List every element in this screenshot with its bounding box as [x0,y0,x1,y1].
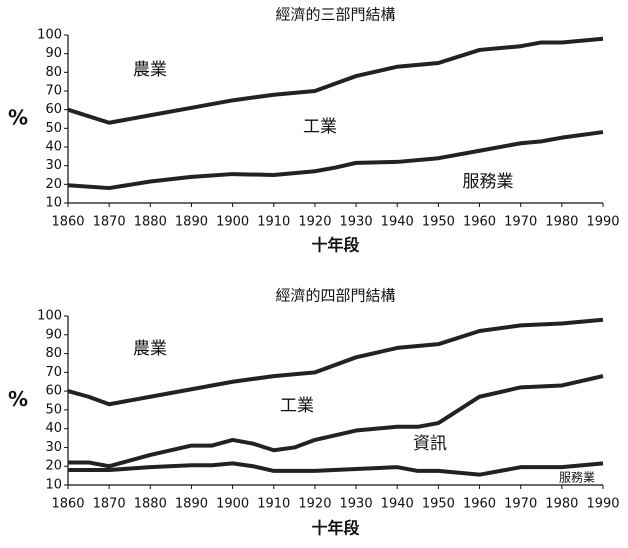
y-tick-label: 20 [45,459,62,474]
y-tick-label: 40 [45,140,62,155]
data-line [67,130,604,191]
y-tick-label: 10 [45,196,62,211]
x-axis-label: 十年段 [311,519,360,538]
x-tick-label: 1960 [463,497,496,512]
y-tick-label: 70 [45,365,62,380]
y-axis-label: % [8,387,28,411]
y-tick-label: 30 [45,158,62,173]
y-tick-label: 40 [45,421,62,436]
y-tick-label: 50 [45,402,62,417]
x-tick-label: 1920 [298,497,331,512]
x-tick-label: 1880 [134,497,167,512]
sector-label: 工業 [303,117,337,137]
x-tick-label: 1880 [134,215,167,230]
x-tick-label: 1980 [545,215,578,230]
x-axis-label: 十年段 [311,236,360,255]
x-tick-label: 1950 [422,215,455,230]
x-tick-label: 1990 [586,497,619,512]
y-tick-label: 80 [45,65,62,80]
x-tick-label: 1890 [175,215,208,230]
sector-label: 資訊 [413,434,447,454]
x-tick-label: 1900 [216,497,249,512]
x-tick-label: 1900 [216,215,249,230]
data-line [67,317,604,407]
x-tick-label: 1950 [422,497,455,512]
y-tick-label: 100 [37,28,62,43]
x-tick-label: 1930 [340,497,373,512]
chart-title: 經濟的三部門結構 [275,6,395,24]
y-tick-label: 60 [45,384,62,399]
x-tick-label: 1970 [504,497,537,512]
y-tick-label: 70 [45,84,62,99]
x-tick-label: 1980 [545,497,578,512]
sector-label: 農業 [133,60,167,80]
x-tick-label: 1940 [381,497,414,512]
y-axis-label: % [8,106,28,130]
y-tick-label: 10 [45,478,62,493]
sector-label: 農業 [133,339,167,359]
x-tick-label: 1860 [51,215,84,230]
x-tick-label: 1890 [175,497,208,512]
y-tick-label: 60 [45,102,62,117]
x-tick-label: 1870 [93,215,126,230]
data-line [68,461,604,477]
x-tick-label: 1860 [51,497,84,512]
y-tick-label: 50 [45,121,62,136]
chart-title: 經濟的四部門結構 [275,287,395,305]
x-tick-label: 1940 [381,215,414,230]
x-tick-label: 1910 [257,497,290,512]
y-tick-label: 100 [37,309,62,324]
x-tick-label: 1960 [463,215,496,230]
sector-label: 服務業 [463,172,514,192]
x-tick-label: 1920 [298,215,331,230]
y-tick-label: 30 [45,440,62,455]
y-tick-label: 80 [45,346,62,361]
x-tick-label: 1970 [504,215,537,230]
data-line [67,36,604,125]
y-tick-label: 90 [45,46,62,61]
y-tick-label: 20 [45,177,62,192]
sector-label: 服務業 [559,471,595,485]
x-tick-label: 1870 [93,497,126,512]
x-tick-label: 1990 [586,215,619,230]
sector-label: 工業 [280,396,314,416]
x-tick-label: 1930 [340,215,373,230]
y-tick-label: 90 [45,327,62,342]
x-tick-label: 1910 [257,215,290,230]
data-line [68,374,604,469]
